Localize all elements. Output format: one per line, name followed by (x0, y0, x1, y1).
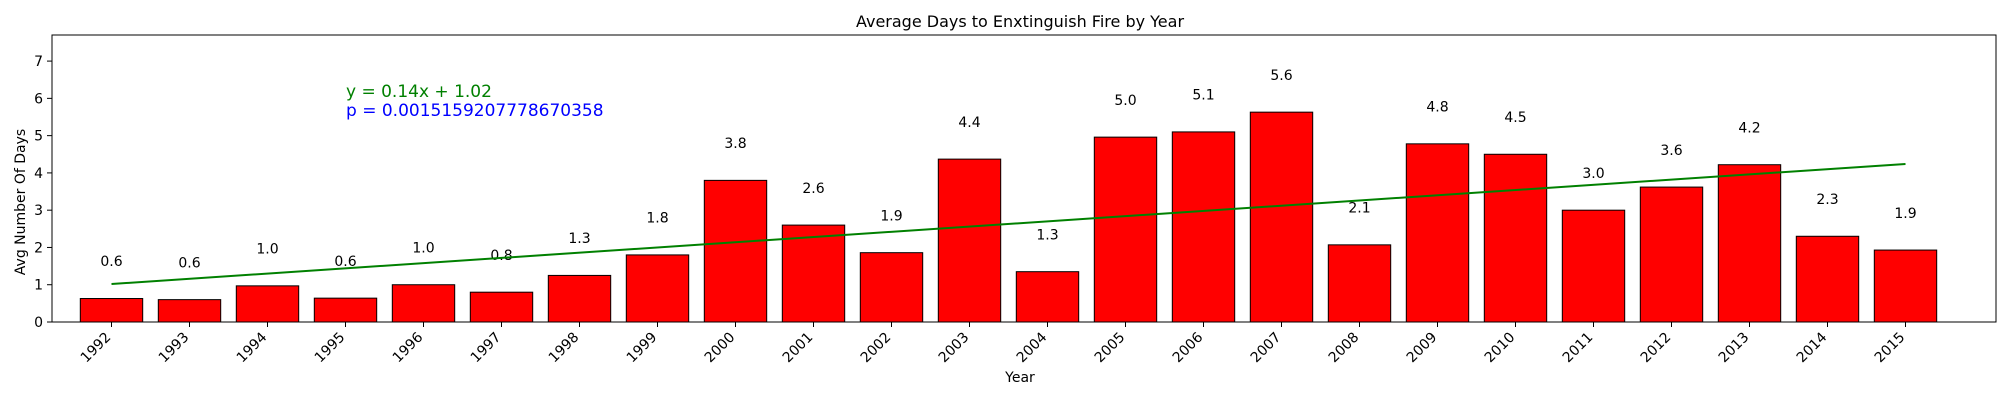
bar-2008 (1327, 244, 1392, 323)
data-label-1996: 1.0 (412, 240, 434, 256)
trendline-group (111, 162, 1906, 285)
data-label-2009: 4.8 (1426, 100, 1448, 116)
x-tick-label-2002: 2002 (858, 330, 895, 367)
data-label-1992: 0.6 (100, 254, 122, 270)
bar-1998 (547, 274, 612, 323)
y-tick-label-5: 5 (34, 129, 43, 145)
bar-2000 (703, 179, 768, 323)
data-labels-group: 0.6 0.6 1.0 0.6 1.0 0.8 1.3 1.8 3.8 2.6 1.9 4.4 1.3 5… (100, 68, 1916, 271)
bar-2001 (781, 224, 846, 323)
trendline-equation: y = 0.14x + 1.02 (346, 82, 492, 102)
x-tick-label-1995: 1995 (312, 330, 349, 367)
bar-2013 (1717, 164, 1782, 323)
x-tick-label-2006: 2006 (1170, 329, 1207, 366)
data-label-2010: 4.5 (1504, 110, 1526, 126)
bar-1993 (157, 299, 222, 323)
p-value-annotation: p = 0.0015159207778670358 (346, 101, 604, 121)
bar-2005 (1093, 136, 1158, 323)
bar-2003 (937, 158, 1002, 323)
y-tick-label-0: 0 (34, 315, 43, 331)
data-label-2007: 5.6 (1270, 68, 1292, 84)
data-label-2013: 4.2 (1738, 120, 1760, 136)
y-tick-label-3: 3 (34, 203, 43, 219)
bar-1999 (625, 254, 690, 323)
data-label-1995: 0.6 (334, 254, 356, 270)
x-tick-label-1994: 1994 (234, 329, 271, 366)
y-tick-label-7: 7 (34, 54, 43, 70)
x-tick-label-2005: 2005 (1092, 330, 1129, 367)
data-label-2003: 4.4 (958, 115, 980, 131)
bar-2007 (1249, 111, 1314, 323)
y-axis: 0 1 2 3 4 5 6 7 (34, 54, 52, 331)
bar-2012 (1639, 186, 1704, 323)
plot-frame (51, 34, 1997, 323)
y-tick-label-2: 2 (34, 240, 43, 256)
bar-2002 (859, 252, 924, 323)
bar-2011 (1561, 209, 1626, 323)
x-tick-label-2012: 2012 (1638, 330, 1675, 367)
data-label-1994: 1.0 (256, 242, 278, 258)
data-label-2004: 1.3 (1036, 227, 1058, 243)
bar-2006 (1171, 131, 1236, 323)
data-label-2000: 3.8 (724, 136, 746, 152)
bar-1992 (79, 298, 144, 323)
data-label-2008: 2.1 (1348, 201, 1370, 217)
data-label-1993: 0.6 (178, 255, 200, 271)
x-tick-label-2007: 2007 (1248, 330, 1285, 367)
data-label-2005: 5.0 (1114, 93, 1136, 109)
x-tick-label-2009: 2009 (1404, 330, 1441, 367)
chart-title: Average Days to Enxtinguish Fire by Year (856, 12, 1184, 31)
x-tick-label-1998: 1998 (546, 330, 583, 367)
x-tick-label-1992: 1992 (78, 330, 115, 367)
data-label-2015: 1.9 (1894, 206, 1916, 222)
x-axis-title: Year (1004, 370, 1035, 386)
x-tick-label-1996: 1996 (390, 329, 427, 366)
bar-1996 (391, 284, 456, 323)
bar-1997 (469, 291, 534, 323)
x-tick-label-2008: 2008 (1326, 330, 1363, 367)
x-tick-label-2011: 2011 (1560, 330, 1597, 367)
x-tick-label-2001: 2001 (780, 330, 817, 367)
data-label-2014: 2.3 (1816, 192, 1838, 208)
y-tick-label-6: 6 (34, 91, 43, 107)
data-label-2011: 3.0 (1582, 166, 1604, 182)
data-label-1997: 0.8 (490, 248, 512, 264)
y-tick-label-1: 1 (34, 278, 43, 294)
x-tick-label-2003: 2003 (936, 330, 973, 367)
x-tick-label-2010: 2010 (1482, 330, 1519, 367)
bar-1995 (313, 297, 378, 323)
data-label-1999: 1.8 (646, 211, 668, 227)
x-tick-label-2004: 2004 (1014, 329, 1051, 366)
data-label-2002: 1.9 (880, 208, 902, 224)
bar-2014 (1795, 235, 1860, 323)
data-label-1998: 1.3 (568, 231, 590, 247)
y-axis-title: Avg Number Of Days (13, 129, 29, 275)
x-tick-label-2013: 2013 (1716, 330, 1753, 367)
x-axis: 1992 1993 1994 1995 1996 1997 1998 1999 2000 2001… (78, 322, 1909, 367)
bar-1994 (235, 285, 300, 323)
bar-2009 (1405, 143, 1470, 323)
data-label-2012: 3.6 (1660, 143, 1682, 159)
y-tick-label-4: 4 (34, 166, 43, 182)
x-tick-label-1997: 1997 (468, 330, 505, 367)
bar-2004 (1015, 271, 1080, 323)
x-tick-label-2000: 2000 (702, 330, 739, 367)
x-tick-label-2015: 2015 (1872, 330, 1909, 367)
x-tick-label-1993: 1993 (156, 330, 193, 367)
trendline (111, 162, 1906, 285)
bar-2010 (1483, 153, 1548, 323)
bars-group (79, 111, 1938, 323)
x-tick-label-2014: 2014 (1794, 329, 1831, 366)
data-label-2006: 5.1 (1192, 88, 1214, 104)
x-tick-label-1999: 1999 (624, 330, 661, 367)
bar-2015 (1873, 249, 1938, 323)
data-label-2001: 2.6 (802, 181, 824, 197)
